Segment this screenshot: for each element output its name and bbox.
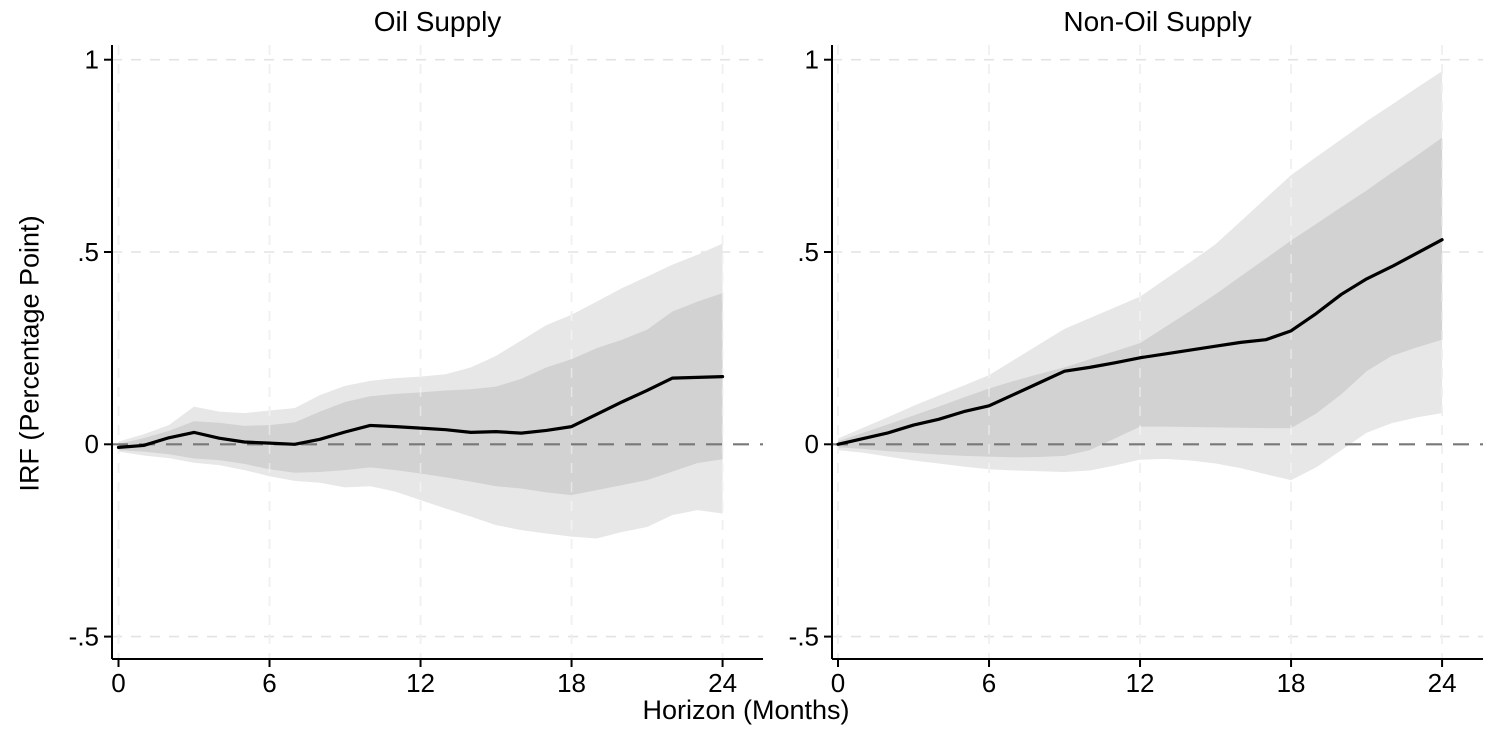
y-tick-label: 1 — [805, 45, 819, 75]
x-tick-label: 24 — [708, 668, 737, 698]
y-tick-label: 0 — [805, 429, 819, 459]
x-tick-label: 18 — [557, 668, 586, 698]
x-tick-label: 18 — [1277, 668, 1306, 698]
inner-confidence-band — [838, 137, 1443, 458]
x-tick-label: 0 — [831, 668, 845, 698]
y-tick-label: -.5 — [789, 621, 819, 651]
x-tick-label: 0 — [111, 668, 125, 698]
y-tick-label: .5 — [77, 237, 99, 267]
irf-line — [836, 238, 1444, 446]
panel-title-oil-supply: Oil Supply — [373, 6, 502, 37]
x-tick-label: 24 — [1428, 668, 1457, 698]
x-axis-title: Horizon (Months) — [642, 695, 850, 725]
y-tick-label: .5 — [797, 237, 819, 267]
x-tick-label: 6 — [982, 668, 996, 698]
y-tick-label: 0 — [85, 429, 99, 459]
irf-line — [116, 375, 725, 449]
y-tick-label: 1 — [85, 45, 99, 75]
x-tick-label: 12 — [406, 668, 435, 698]
panel-title-non-oil-supply: Non-Oil Supply — [1063, 6, 1252, 37]
panel-oil-supply: 1 .5 0 -.5 0 6 12 18 24 — [69, 45, 763, 698]
y-tick-label: -.5 — [69, 621, 99, 651]
x-tick-label: 6 — [262, 668, 276, 698]
panel-non-oil-supply: 1 .5 0 -.5 0 6 12 18 24 — [789, 45, 1483, 698]
y-axis-title: IRF (Percentage Point) — [14, 215, 45, 492]
x-tick-label: 12 — [1126, 668, 1155, 698]
